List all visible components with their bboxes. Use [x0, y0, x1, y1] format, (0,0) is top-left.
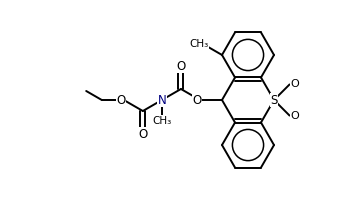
Text: O: O — [290, 111, 299, 121]
Text: CH₃: CH₃ — [189, 39, 209, 49]
Text: O: O — [116, 94, 126, 106]
Text: CH₃: CH₃ — [152, 116, 172, 126]
Text: O: O — [192, 94, 202, 106]
Text: O: O — [290, 80, 299, 89]
Text: S: S — [270, 94, 278, 106]
Text: O: O — [176, 60, 186, 72]
Text: O: O — [138, 127, 147, 140]
Text: N: N — [158, 94, 166, 106]
